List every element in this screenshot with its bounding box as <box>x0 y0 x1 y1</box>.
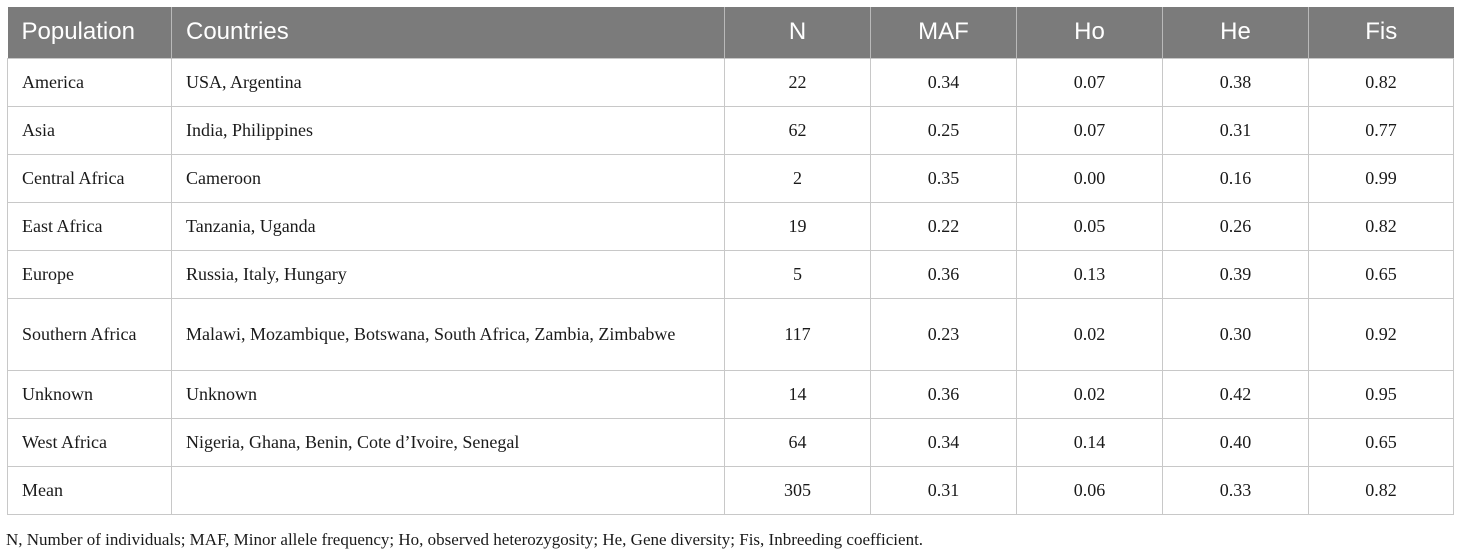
cell-countries: Unknown <box>171 369 725 419</box>
cell-he: 0.26 <box>1162 201 1309 251</box>
cell-ho: 0.07 <box>1016 105 1163 155</box>
header-countries: Countries <box>171 7 725 58</box>
cell-population: America <box>7 57 172 107</box>
cell-maf: 0.31 <box>870 465 1017 515</box>
header-population: Population <box>21 18 135 46</box>
header-he: He <box>1162 7 1309 58</box>
cell-n: 5 <box>724 249 871 299</box>
cell-countries: Malawi, Mozambique, Botswana, South Afri… <box>171 297 725 371</box>
cell-population: East Africa <box>7 201 172 251</box>
cell-he: 0.40 <box>1162 417 1309 467</box>
header-row: Population Countries N MAF Ho He Fis <box>7 7 1454 58</box>
cell-fis: 0.82 <box>1308 57 1454 107</box>
cell-he: 0.16 <box>1162 153 1309 203</box>
cell-fis: 0.92 <box>1308 297 1454 371</box>
cell-ho: 0.13 <box>1016 249 1163 299</box>
cell-he: 0.31 <box>1162 105 1309 155</box>
cell-maf: 0.36 <box>870 249 1017 299</box>
cell-he: 0.30 <box>1162 297 1309 371</box>
table-body: America USA, Argentina 22 0.34 0.07 0.38… <box>7 57 1454 515</box>
cell-population: Mean <box>7 465 172 515</box>
table-row: Southern Africa Malawi, Mozambique, Bots… <box>7 297 1454 371</box>
cell-countries: India, Philippines <box>171 105 725 155</box>
cell-fis: 0.65 <box>1308 249 1454 299</box>
cell-ho: 0.05 <box>1016 201 1163 251</box>
table-row: Europe Russia, Italy, Hungary 5 0.36 0.1… <box>7 249 1454 299</box>
header-ho: Ho <box>1016 7 1163 58</box>
cell-population: Unknown <box>7 369 172 419</box>
cell-population: Central Africa <box>7 153 172 203</box>
cell-ho: 0.07 <box>1016 57 1163 107</box>
cell-countries: Tanzania, Uganda <box>171 201 725 251</box>
cell-countries: USA, Argentina <box>171 57 725 107</box>
cell-he: 0.39 <box>1162 249 1309 299</box>
cell-countries <box>171 465 725 515</box>
cell-n: 62 <box>724 105 871 155</box>
cell-he: 0.38 <box>1162 57 1309 107</box>
cell-population: Europe <box>7 249 172 299</box>
cell-n: 64 <box>724 417 871 467</box>
cell-maf: 0.36 <box>870 369 1017 419</box>
table-header: Population Countries N MAF Ho He Fis <box>7 7 1454 58</box>
cell-maf: 0.34 <box>870 57 1017 107</box>
cell-maf: 0.23 <box>870 297 1017 371</box>
cell-maf: 0.25 <box>870 105 1017 155</box>
cell-fis: 0.65 <box>1308 417 1454 467</box>
cell-ho: 0.02 <box>1016 369 1163 419</box>
cell-fis: 0.82 <box>1308 465 1454 515</box>
table-row: Asia India, Philippines 62 0.25 0.07 0.3… <box>7 105 1454 155</box>
table-row-mean: Mean 305 0.31 0.06 0.33 0.82 <box>7 465 1454 515</box>
table-footnote: N, Number of individuals; MAF, Minor all… <box>6 530 924 549</box>
cell-he: 0.33 <box>1162 465 1309 515</box>
cell-fis: 0.99 <box>1308 153 1454 203</box>
cell-countries: Russia, Italy, Hungary <box>171 249 725 299</box>
table-row: West Africa Nigeria, Ghana, Benin, Cote … <box>7 417 1454 467</box>
cell-population: Asia <box>7 105 172 155</box>
cell-ho: 0.02 <box>1016 297 1163 371</box>
cell-ho: 0.06 <box>1016 465 1163 515</box>
population-diversity-table: Population Countries N MAF Ho He Fis Ame… <box>7 7 1454 515</box>
header-maf: MAF <box>870 7 1017 58</box>
cell-maf: 0.35 <box>870 153 1017 203</box>
table-row: Unknown Unknown 14 0.36 0.02 0.42 0.95 <box>7 369 1454 419</box>
cell-ho: 0.14 <box>1016 417 1163 467</box>
table-row: America USA, Argentina 22 0.34 0.07 0.38… <box>7 57 1454 107</box>
cell-population: West Africa <box>7 417 172 467</box>
header-n: N <box>724 7 871 58</box>
cell-maf: 0.22 <box>870 201 1017 251</box>
cell-countries: Cameroon <box>171 153 725 203</box>
header-fis: Fis <box>1308 7 1454 58</box>
cell-countries: Nigeria, Ghana, Benin, Cote d’Ivoire, Se… <box>171 417 725 467</box>
cell-n: 19 <box>724 201 871 251</box>
cell-population: Southern Africa <box>7 297 172 371</box>
cell-maf: 0.34 <box>870 417 1017 467</box>
cell-ho: 0.00 <box>1016 153 1163 203</box>
cell-n: 22 <box>724 57 871 107</box>
cell-n: 14 <box>724 369 871 419</box>
cell-n: 117 <box>724 297 871 371</box>
cell-n: 305 <box>724 465 871 515</box>
cell-fis: 0.82 <box>1308 201 1454 251</box>
table-row: East Africa Tanzania, Uganda 19 0.22 0.0… <box>7 201 1454 251</box>
table-row: Central Africa Cameroon 2 0.35 0.00 0.16… <box>7 153 1454 203</box>
cell-fis: 0.95 <box>1308 369 1454 419</box>
cell-fis: 0.77 <box>1308 105 1454 155</box>
cell-n: 2 <box>724 153 871 203</box>
cell-he: 0.42 <box>1162 369 1309 419</box>
